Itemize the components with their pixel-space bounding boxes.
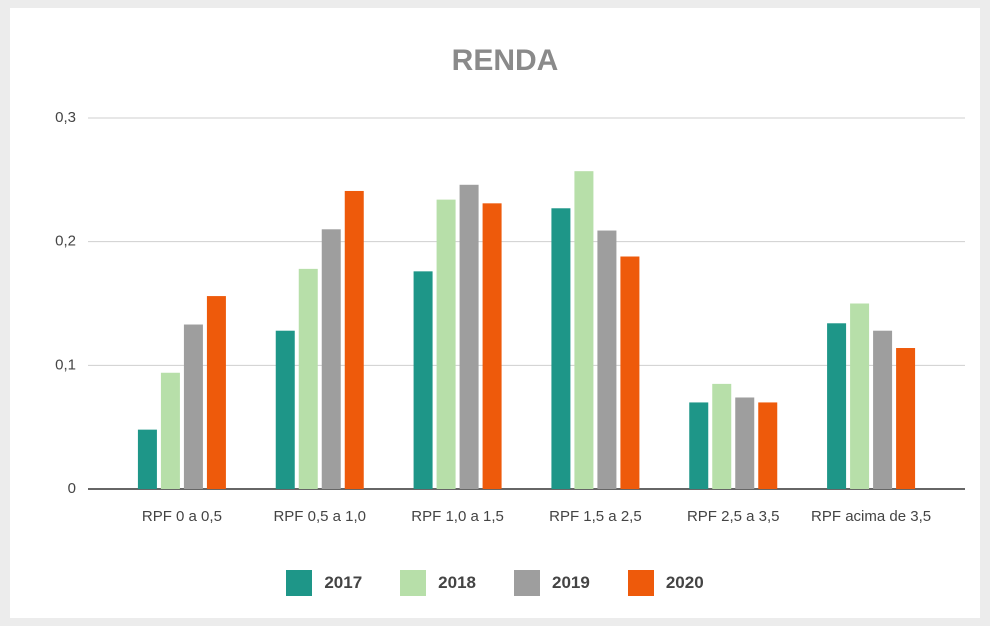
legend-label: 2017 [324,573,363,592]
bar [206,296,226,489]
bar [574,171,594,489]
bar [137,429,157,489]
legend-label: 2019 [552,573,590,592]
y-tick-label: 0,3 [55,109,76,126]
legend-item: 2019 [514,570,590,596]
bar [827,323,847,489]
legend-label: 2018 [438,573,476,592]
bar [321,229,341,490]
legend-swatch [627,570,654,596]
bar [873,330,893,489]
bar [275,330,295,489]
bar [758,402,778,489]
x-tick-label: RPF acima de 3,5 [811,508,932,525]
legend-item: 2018 [400,570,476,596]
legend-label: 2020 [665,573,704,592]
bar [712,383,732,489]
legend-swatch [400,570,427,596]
y-tick-label: 0 [68,480,76,497]
bar [183,324,203,489]
legend-item: 2020 [627,570,704,596]
bar [436,199,456,489]
y-tick-label: 0,1 [55,356,76,373]
bar [896,348,916,489]
bar [620,256,640,489]
x-tick-label: RPF 0,5 a 1,0 [273,508,367,525]
chart-title: RENDA [452,44,559,77]
bar [298,268,318,489]
bar [551,208,571,489]
x-tick-label: RPF 1,5 a 2,5 [549,508,642,525]
bar [459,184,479,489]
bar [735,397,755,489]
x-tick-label: RPF 0 a 0,5 [141,508,222,525]
legend: 2017 2018 2019 2020 [0,570,990,596]
bar [597,230,617,489]
legend-swatch [286,570,313,596]
bar [689,402,709,489]
x-tick-label: RPF 1,0 a 1,5 [411,508,504,525]
bar [482,203,502,489]
bar [413,271,433,489]
bar [344,190,364,490]
y-tick-label: 0,2 [55,233,76,250]
bar [160,372,180,489]
legend-item: 2017 [286,570,362,596]
legend-swatch [514,570,540,596]
x-tick-label: RPF 2,5 a 3,5 [686,508,780,525]
bar [850,303,870,489]
